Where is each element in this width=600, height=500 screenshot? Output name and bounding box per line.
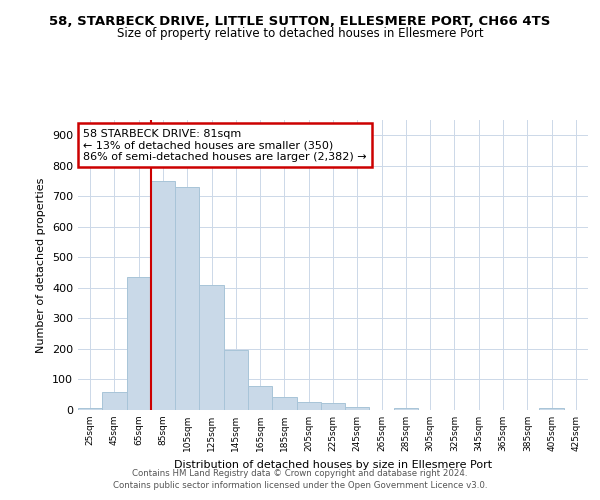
Bar: [224, 350, 248, 410]
Bar: [296, 402, 321, 410]
Y-axis label: Number of detached properties: Number of detached properties: [37, 178, 46, 352]
Bar: [102, 392, 127, 410]
Text: 58, STARBECK DRIVE, LITTLE SUTTON, ELLESMERE PORT, CH66 4TS: 58, STARBECK DRIVE, LITTLE SUTTON, ELLES…: [49, 15, 551, 28]
Bar: [272, 397, 296, 410]
Bar: [127, 277, 151, 410]
Text: Contains public sector information licensed under the Open Government Licence v3: Contains public sector information licen…: [113, 481, 487, 490]
Bar: [539, 408, 564, 410]
Bar: [345, 407, 370, 410]
Text: 58 STARBECK DRIVE: 81sqm
← 13% of detached houses are smaller (350)
86% of semi-: 58 STARBECK DRIVE: 81sqm ← 13% of detach…: [83, 128, 367, 162]
Bar: [175, 187, 199, 410]
Bar: [394, 408, 418, 410]
Text: Contains HM Land Registry data © Crown copyright and database right 2024.: Contains HM Land Registry data © Crown c…: [132, 468, 468, 477]
Bar: [199, 285, 224, 410]
Bar: [78, 408, 102, 410]
Bar: [321, 404, 345, 410]
X-axis label: Distribution of detached houses by size in Ellesmere Port: Distribution of detached houses by size …: [174, 460, 492, 469]
Bar: [248, 386, 272, 410]
Bar: [151, 181, 175, 410]
Text: Size of property relative to detached houses in Ellesmere Port: Size of property relative to detached ho…: [116, 28, 484, 40]
